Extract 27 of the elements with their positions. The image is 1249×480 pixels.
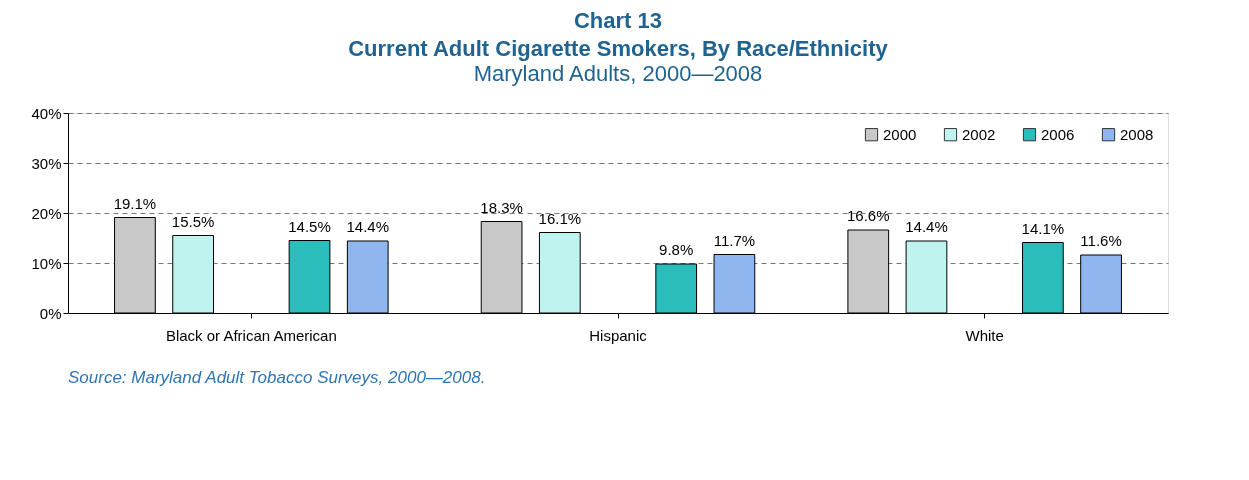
x-tick-label: White [965, 326, 1004, 344]
data-label: 16.6% [846, 207, 890, 224]
legend-label: 2002 [962, 125, 996, 143]
data-label: 15.5% [171, 212, 215, 230]
source-note: Source: Maryland Adult Tobacco Surveys, 2000—2008. [68, 368, 486, 387]
legend-label: 2008 [1120, 125, 1154, 143]
chart-title: Chart 13 Current Adult Cigarette Smokers, By Race/Ethnicity [348, 8, 889, 61]
data-label: 11.6% [1080, 232, 1122, 249]
data-label: 14.4% [346, 218, 390, 235]
y-tick-label: 10% [31, 254, 62, 272]
data-label: 14.5% [288, 217, 331, 235]
data-label: 16.1% [538, 209, 582, 227]
legend-label: 2000 [883, 125, 917, 143]
x-tick-label: Hispanic [589, 326, 648, 344]
data-label: 18.3% [480, 198, 523, 216]
y-tick-label: 0% [39, 304, 62, 322]
data-label: 11.7% [713, 231, 756, 249]
x-tick-label: Black or African American [165, 326, 337, 344]
data-label: 14.1% [1021, 219, 1065, 237]
y-tick-label: 30% [31, 154, 62, 172]
data-label: 9.8% [659, 241, 694, 258]
legend-label: 2006 [1041, 125, 1075, 143]
chart-subtitle: Maryland Adults, 2000—2008 [473, 61, 763, 86]
data-label: 14.4% [905, 218, 948, 235]
data-label: 19.1% [113, 194, 157, 212]
y-tick-label: 20% [31, 204, 62, 222]
y-tick-label: 40% [31, 104, 62, 122]
